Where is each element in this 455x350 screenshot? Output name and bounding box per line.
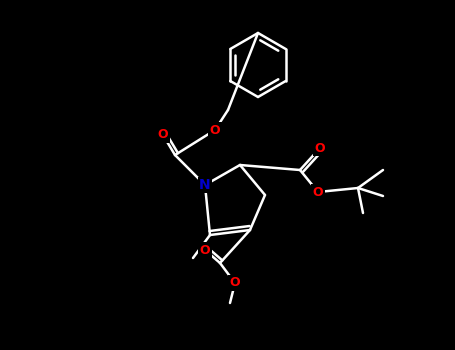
Text: O: O	[313, 186, 324, 198]
Text: O: O	[230, 276, 240, 289]
Text: O: O	[210, 124, 220, 136]
Text: O: O	[158, 128, 168, 141]
Text: O: O	[200, 244, 210, 257]
Text: O: O	[315, 141, 325, 154]
Text: N: N	[199, 178, 211, 192]
